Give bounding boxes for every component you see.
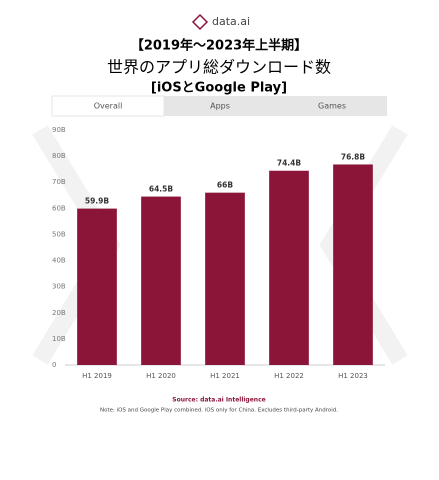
y-tick-label: 20B — [52, 309, 66, 317]
x-tick-label: H1 2022 — [274, 372, 304, 380]
value-label: 59.9B — [85, 197, 110, 206]
bar — [205, 192, 245, 365]
y-tick-label: 30B — [52, 283, 66, 291]
x-tick-label: H1 2019 — [82, 372, 112, 380]
y-tick-label: 80B — [52, 152, 66, 160]
chart-subtitle: [iOSとGoogle Play] — [151, 81, 287, 96]
note: Note: iOS and Google Play combined. iOS … — [100, 408, 338, 414]
bar — [141, 196, 181, 365]
y-tick-label: 60B — [52, 204, 66, 212]
active-tab — [51, 95, 165, 117]
x-tick-label: H1 2021 — [210, 372, 240, 380]
bar — [269, 170, 309, 365]
x-tick-label: H1 2023 — [338, 372, 368, 380]
value-label: 66B — [217, 181, 233, 190]
logo: data.ai — [212, 15, 250, 28]
source: Source: data.ai Intelligence — [172, 397, 265, 404]
y-tick-label: 10B — [52, 335, 66, 343]
y-tick-label: 50B — [52, 230, 66, 238]
logo-icon — [191, 13, 209, 31]
tab[interactable]: Games — [318, 102, 346, 111]
x-tick-label: H1 2020 — [146, 372, 176, 380]
bar — [333, 164, 373, 365]
tab[interactable]: Apps — [210, 102, 230, 111]
value-label: 76.8B — [341, 152, 366, 161]
value-label: 64.5B — [149, 185, 174, 194]
y-tick-label: 90B — [52, 126, 66, 134]
chart-subtitle: 世界のアプリ総ダウンロード数 — [107, 58, 331, 77]
chart-title: 【2019年～2023年上半期】 — [131, 38, 307, 54]
y-tick-label: 70B — [52, 178, 66, 186]
value-label: 74.4B — [277, 159, 302, 168]
y-tick-label: 0 — [52, 361, 56, 369]
tab[interactable]: Overall — [94, 102, 123, 111]
y-tick-label: 40B — [52, 257, 66, 265]
bar — [77, 208, 117, 365]
